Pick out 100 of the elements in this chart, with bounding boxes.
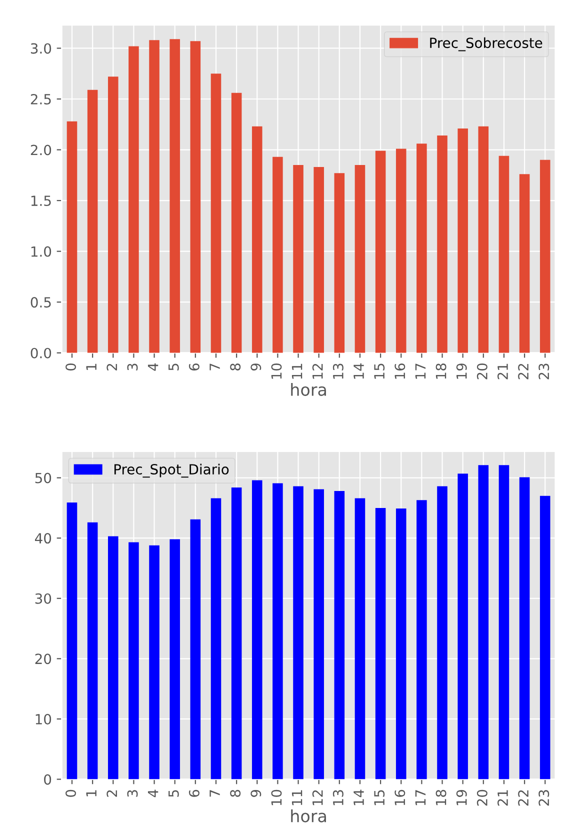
bar <box>128 46 139 353</box>
bar <box>540 160 550 353</box>
bar <box>231 487 242 780</box>
x-tick-label: 21 <box>497 790 508 806</box>
x-tick-label: 5 <box>168 364 179 370</box>
bar <box>458 474 468 780</box>
x-tick-label: 22 <box>518 790 528 806</box>
bar <box>293 165 304 353</box>
x-tick-label: 14 <box>354 790 364 806</box>
x-tick-label: 4 <box>148 363 158 371</box>
x-tick-label: 10 <box>271 790 282 806</box>
y-tick-label: 50 <box>35 472 52 484</box>
x-tick-label: 11 <box>292 790 302 806</box>
bar <box>416 500 427 780</box>
bar <box>108 76 118 353</box>
x-tick-label: 17 <box>415 790 426 806</box>
x-tick-label: 1 <box>86 364 96 370</box>
bar <box>272 483 283 780</box>
x-tick-label: 17 <box>415 364 426 379</box>
bar <box>478 465 489 780</box>
bar <box>87 90 98 353</box>
legend-label: Prec_Sobrecoste <box>430 37 542 52</box>
x-tick-label: 3 <box>127 364 138 370</box>
bar <box>293 486 304 780</box>
y-tick-label: 10 <box>36 714 52 724</box>
x-tick-label: 18 <box>436 790 446 806</box>
x-tick-label: 12 <box>312 364 323 379</box>
bar <box>272 156 283 353</box>
bar <box>519 174 530 353</box>
x-tick-label: 23 <box>538 364 550 380</box>
bar <box>396 508 406 780</box>
x-tick-label: 12 <box>312 790 323 806</box>
bar <box>354 165 366 353</box>
x-tick-label: 6 <box>188 363 200 370</box>
x-tick-label: 23 <box>538 790 550 806</box>
bar <box>375 508 386 780</box>
bar <box>334 491 345 780</box>
x-tick-label: 14 <box>354 363 364 379</box>
x-tick-label: 1 <box>86 790 96 796</box>
x-tick-label: 8 <box>230 790 241 797</box>
x-tick-label: 4 <box>148 790 158 798</box>
bar <box>458 128 468 353</box>
x-tick-label: 21 <box>497 364 508 380</box>
bar <box>170 39 180 353</box>
y-tick-label: 0.0 <box>30 348 52 358</box>
bar <box>108 536 118 780</box>
x-tick-label: 7 <box>210 364 220 370</box>
bar <box>437 136 448 353</box>
x-tick-label: 15 <box>374 790 385 806</box>
bar <box>149 40 160 353</box>
y-tick-label: 30 <box>35 593 52 604</box>
y-tick-label: 2.5 <box>30 94 51 104</box>
x-tick-label: 3 <box>127 790 138 797</box>
bar <box>396 148 406 353</box>
legend-label: Prec_Spot_Diario <box>114 464 229 478</box>
y-tick-label: 1.5 <box>31 196 51 206</box>
y-tick-label: 1.0 <box>31 246 52 257</box>
x-tick-label: 15 <box>374 364 385 379</box>
y-tick-label: 0.5 <box>30 297 51 308</box>
bar <box>170 539 180 780</box>
y-tick-label: 40 <box>34 533 52 544</box>
bar <box>149 545 160 780</box>
bar <box>498 156 510 353</box>
x-tick-label: 20 <box>476 364 488 380</box>
bar <box>66 502 78 780</box>
bar <box>334 173 345 353</box>
bar <box>354 498 366 780</box>
y-tick-label: 0 <box>44 774 52 785</box>
y-tick-label: 3.0 <box>30 43 52 54</box>
x-axis-title: hora <box>291 383 326 396</box>
bar <box>128 542 139 780</box>
bar <box>87 522 98 780</box>
x-tick-label: 0 <box>66 790 76 797</box>
x-tick-label: 10 <box>271 364 282 379</box>
bar <box>252 480 262 780</box>
x-tick-label: 16 <box>394 790 406 806</box>
bar <box>314 489 324 780</box>
bar <box>437 486 448 780</box>
bar <box>66 121 78 353</box>
x-tick-label: 2 <box>106 790 117 797</box>
bar <box>190 41 201 353</box>
bar <box>498 465 510 780</box>
bar <box>210 498 222 780</box>
x-tick-label: 19 <box>456 364 467 379</box>
bar <box>210 74 222 353</box>
x-tick-label: 13 <box>332 364 344 379</box>
bar <box>252 126 262 353</box>
bar <box>478 126 489 353</box>
y-tick-label: 20 <box>35 654 52 664</box>
bar <box>231 92 242 353</box>
x-tick-label: 9 <box>250 790 262 797</box>
x-tick-label: 0 <box>66 364 76 371</box>
x-tick-label: 8 <box>230 364 241 370</box>
x-tick-label: 7 <box>210 790 220 797</box>
x-tick-label: 13 <box>332 790 344 806</box>
bar <box>416 144 427 353</box>
x-tick-label: 5 <box>168 790 179 797</box>
x-tick-label: 16 <box>394 363 406 379</box>
x-tick-label: 9 <box>250 364 262 371</box>
bar <box>314 167 324 353</box>
